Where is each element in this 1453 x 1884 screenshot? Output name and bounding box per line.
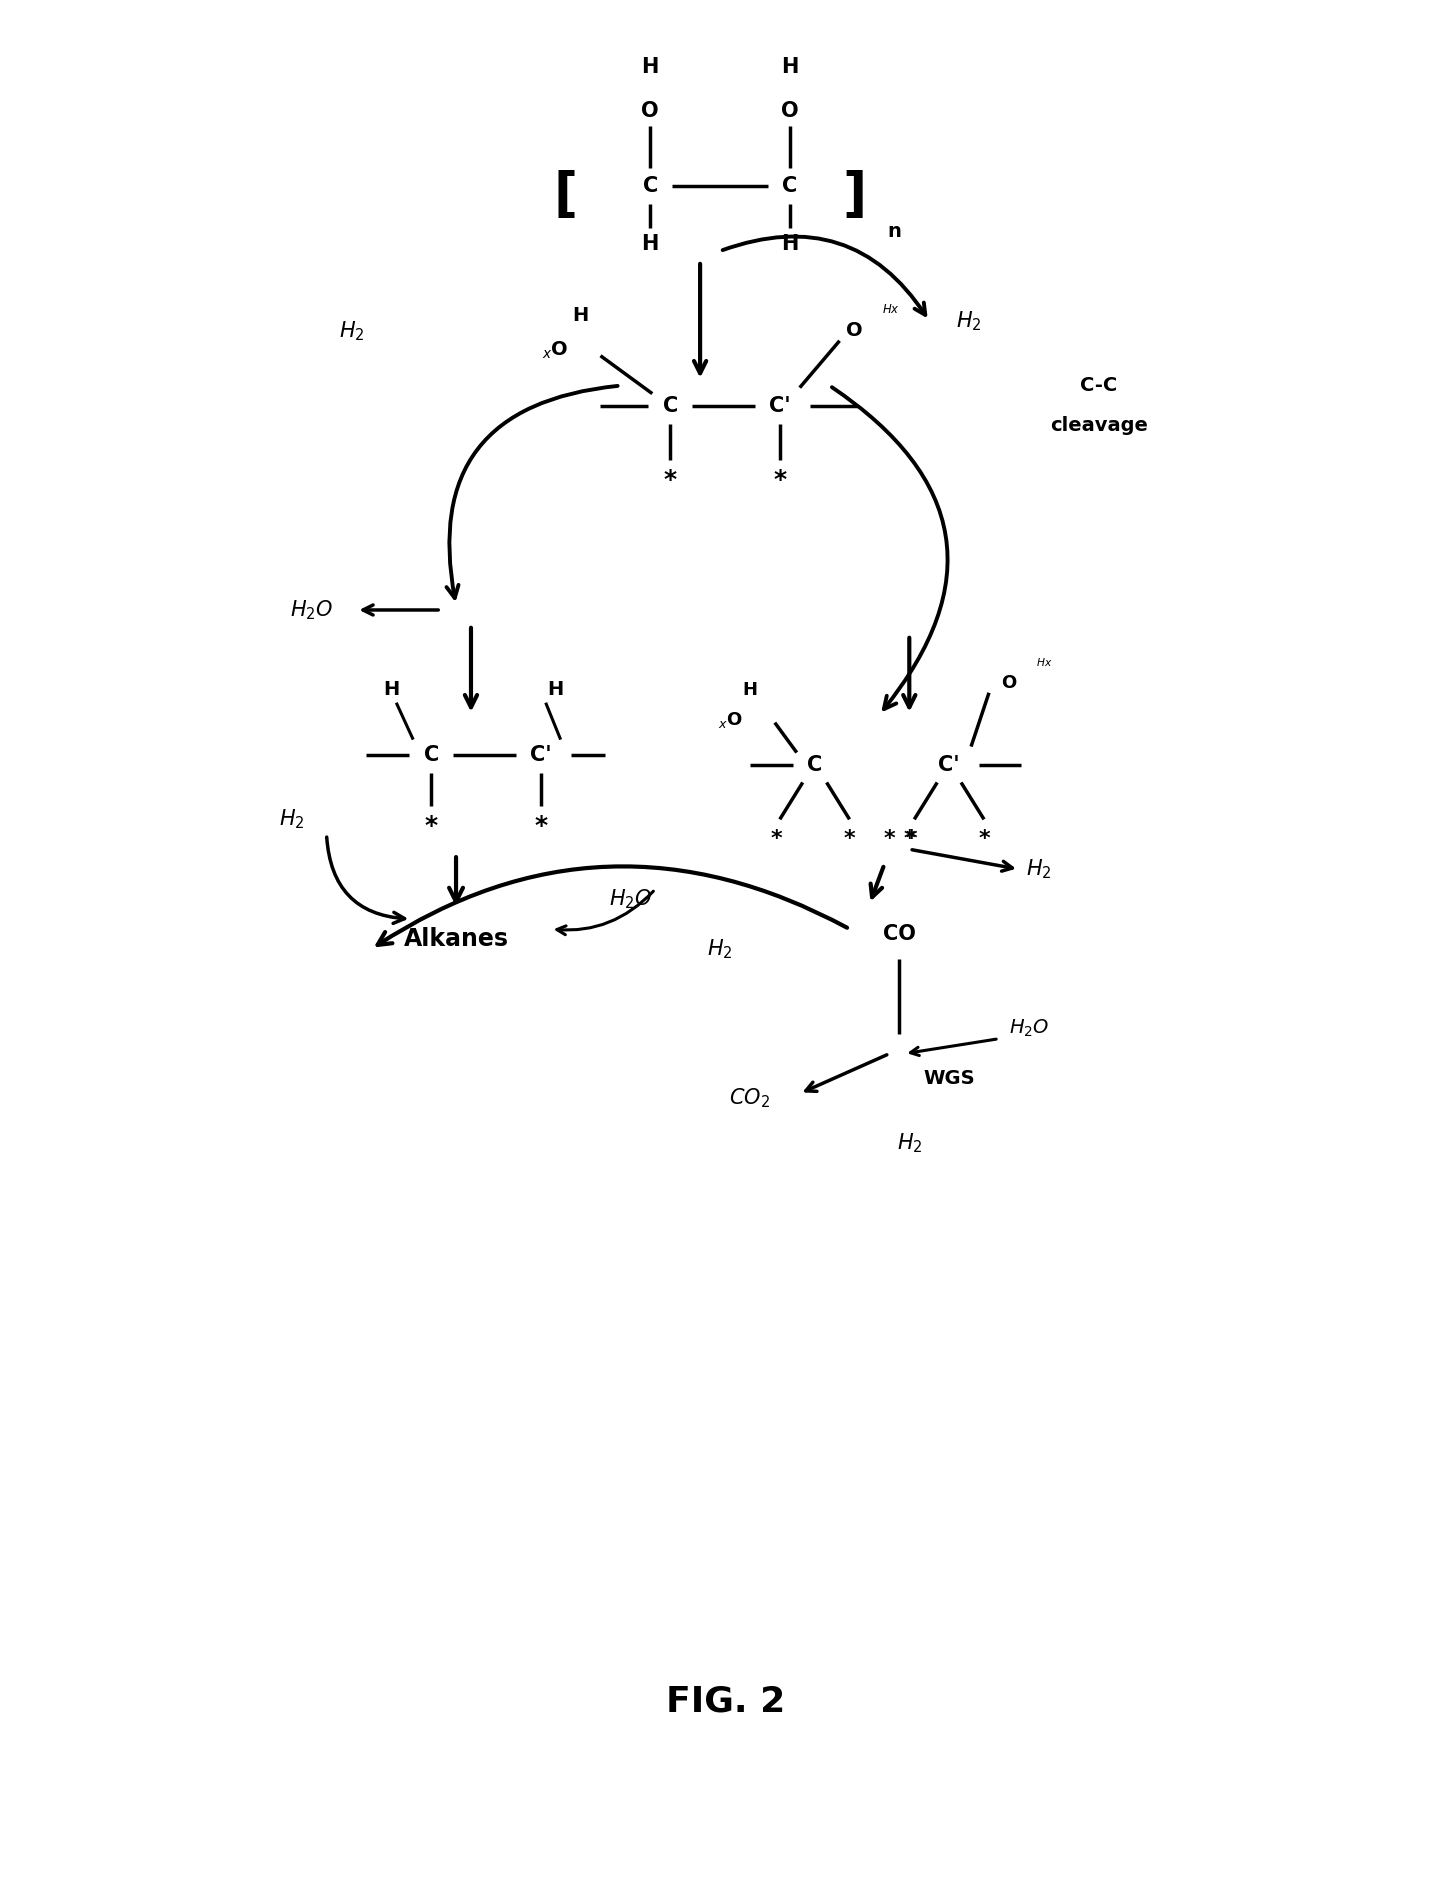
Text: *: * xyxy=(424,814,437,838)
Text: C': C' xyxy=(769,396,790,416)
Text: $H_2$: $H_2$ xyxy=(1026,857,1052,882)
Text: *: * xyxy=(844,829,856,850)
Text: *: * xyxy=(773,469,786,492)
Text: CO: CO xyxy=(883,923,915,944)
Text: C: C xyxy=(663,396,679,416)
Text: $CO_2$: $CO_2$ xyxy=(729,1087,770,1110)
Text: $^{Hx}$: $^{Hx}$ xyxy=(882,305,901,322)
Text: cleavage: cleavage xyxy=(1049,416,1148,435)
Text: $_x$O: $_x$O xyxy=(718,710,742,729)
Text: O: O xyxy=(1001,674,1017,691)
Text: $H_2$: $H_2$ xyxy=(708,936,732,961)
Text: $H_2O$: $H_2O$ xyxy=(291,599,333,622)
Text: n: n xyxy=(888,222,901,241)
Text: O: O xyxy=(846,322,863,341)
Text: H: H xyxy=(384,680,400,699)
Text: ]: ] xyxy=(843,170,866,222)
Text: $H_2$: $H_2$ xyxy=(339,318,365,343)
Text: O: O xyxy=(780,102,799,121)
Text: *: * xyxy=(905,829,917,850)
Text: $_x$O: $_x$O xyxy=(542,341,570,362)
Text: *: * xyxy=(904,829,915,850)
Text: $H_2$: $H_2$ xyxy=(279,808,305,831)
Text: H: H xyxy=(782,234,799,254)
Text: H: H xyxy=(642,234,660,254)
Text: C-C: C-C xyxy=(1080,377,1117,396)
Text: [: [ xyxy=(554,170,578,222)
Text: $^{Hx}$: $^{Hx}$ xyxy=(1036,659,1052,674)
Text: $H_2$: $H_2$ xyxy=(897,1132,923,1155)
Text: C: C xyxy=(782,177,798,196)
Text: *: * xyxy=(535,814,548,838)
Text: FIG. 2: FIG. 2 xyxy=(667,1684,786,1718)
Text: O: O xyxy=(641,102,660,121)
Text: H: H xyxy=(642,57,660,77)
Text: $H_2$: $H_2$ xyxy=(956,309,982,333)
Text: *: * xyxy=(978,829,989,850)
Text: H: H xyxy=(782,57,799,77)
Text: $H_2O$: $H_2O$ xyxy=(609,887,652,912)
Text: WGS: WGS xyxy=(923,1068,975,1089)
Text: *: * xyxy=(664,469,677,492)
Text: H: H xyxy=(572,307,588,326)
Text: *: * xyxy=(883,829,895,850)
Text: H: H xyxy=(548,680,564,699)
Text: $H_2O$: $H_2O$ xyxy=(1008,1017,1049,1040)
Text: H: H xyxy=(742,680,757,699)
Text: C: C xyxy=(423,744,439,765)
Text: Alkanes: Alkanes xyxy=(404,927,509,951)
Text: C: C xyxy=(642,177,658,196)
Text: *: * xyxy=(772,829,783,850)
Text: C': C' xyxy=(939,754,960,774)
Text: C': C' xyxy=(530,744,552,765)
Text: C: C xyxy=(806,754,822,774)
